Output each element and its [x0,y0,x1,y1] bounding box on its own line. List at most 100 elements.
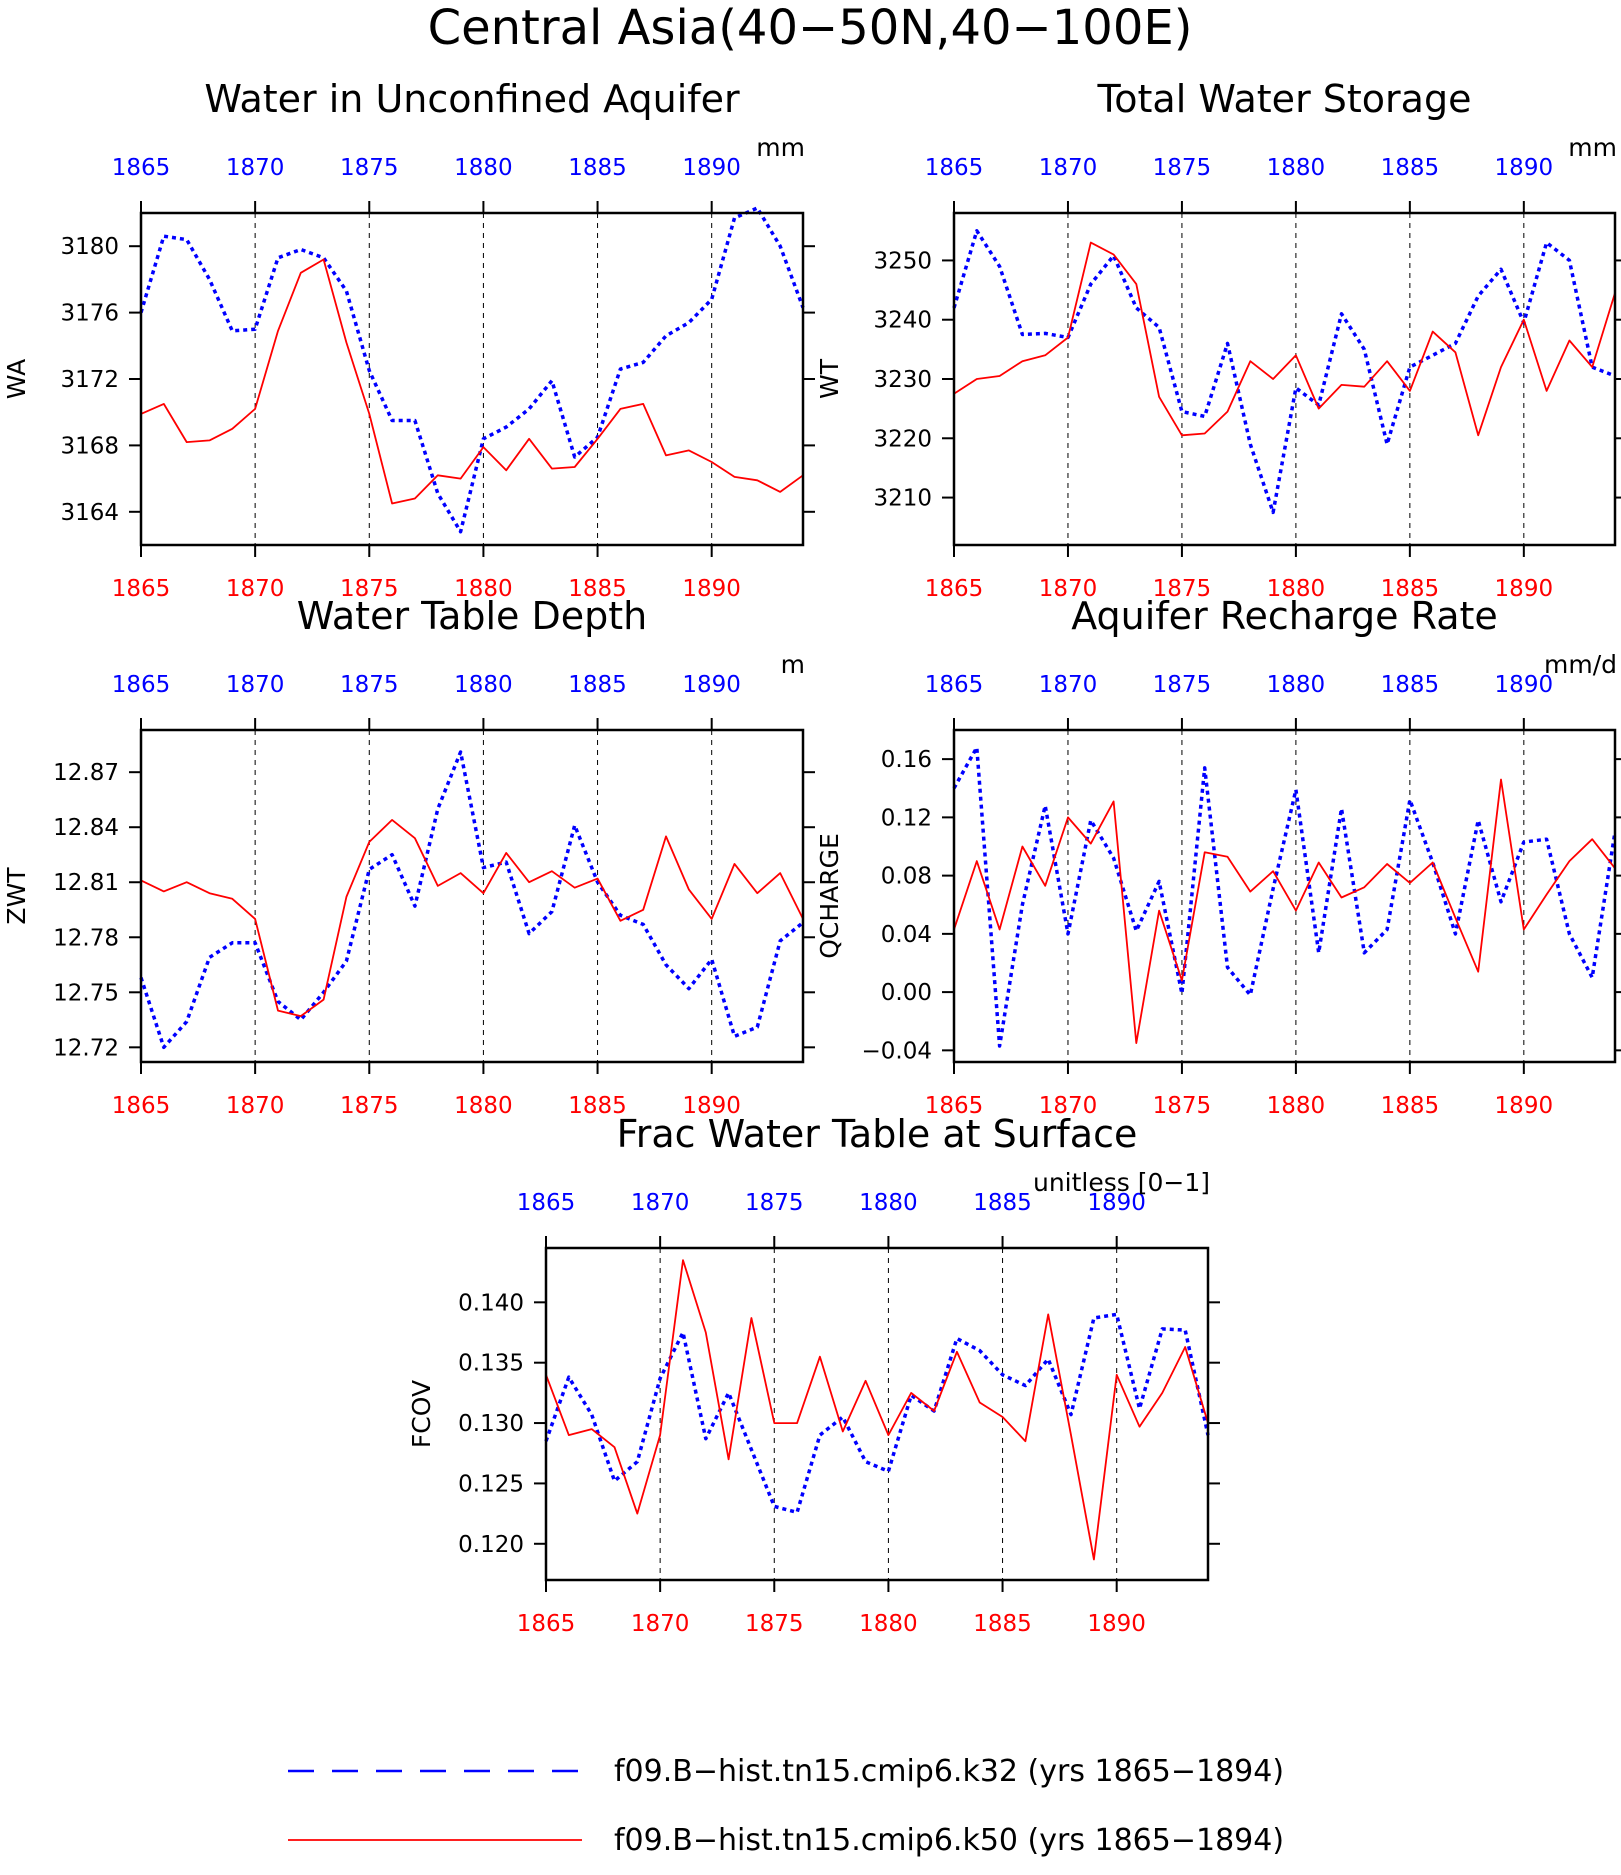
x-tick-label-top: 1890 [1087,1190,1146,1216]
y-tick-label: 0.135 [458,1351,524,1377]
panel-wt: 1865 1865 1870 1870 1875 1875 1880 1880 1885 1885… [815,77,1621,602]
x-tick-label-top: 1870 [226,155,285,181]
y-tick-label: 3168 [60,433,119,459]
panel-zwt: 1865 1865 1870 1870 1875 1875 1880 1880 1885 1885… [2,594,815,1119]
x-tick-label-bottom: 1875 [1153,1093,1212,1119]
series-line-wt-k32 [952,229,1616,515]
panel-title-qcharge: Aquifer Recharge Rate [1071,594,1498,638]
y-tick-label: 12.84 [53,815,119,841]
y-tick-label: 3230 [873,367,932,393]
x-tick-label-bottom: 1885 [973,1611,1032,1637]
panel-title-wa: Water in Unconfined Aquifer [204,77,740,121]
units-label-wa: mm [756,133,805,162]
x-tick-label-bottom: 1875 [340,576,399,602]
x-tick-label-bottom: 1885 [1381,1093,1440,1119]
y-tick-label: 3172 [60,367,119,393]
x-tick-label-top: 1865 [517,1190,576,1216]
y-axis-label-zwt: ZWT [2,867,31,925]
x-tick-label-top: 1885 [973,1190,1032,1216]
legend-label-k32: f09.B−hist.tn15.cmip6.k32 (yrs 1865−1894… [614,1754,1284,1789]
x-tick-label-bottom: 1880 [1267,576,1326,602]
y-tick-label: 0.08 [881,864,932,890]
series-line-fcov-k50 [545,1259,1209,1561]
x-tick-label-bottom: 1890 [1495,576,1554,602]
panels-group: 1865 1865 1870 1870 1875 1875 1880 1880 1885 1885… [2,77,1621,1637]
series-line-fcov-k32 [544,1312,1210,1515]
y-tick-label: 0.125 [458,1471,524,1497]
plot-frame-fcov [544,1246,1210,1582]
x-tick-label-bottom: 1885 [568,1093,627,1119]
panel-wa: 1865 1865 1870 1870 1875 1875 1880 1880 1885 1885… [2,77,815,602]
x-tick-label-bottom: 1875 [1153,576,1212,602]
y-tick-label: 3250 [873,248,932,274]
x-tick-label-top: 1890 [682,672,741,698]
x-tick-label-top: 1890 [1495,672,1554,698]
series-line-zwt-k32 [139,750,805,1050]
panel-title-fcov: Frac Water Table at Surface [617,1112,1138,1156]
x-tick-label-bottom: 1865 [925,1093,984,1119]
y-tick-label: 12.81 [53,870,119,896]
x-tick-label-top: 1885 [568,155,627,181]
series-line-zwt-k50 [140,819,804,1017]
x-tick-label-bottom: 1870 [226,576,285,602]
x-tick-label-bottom: 1880 [1267,1093,1326,1119]
x-tick-label-bottom: 1885 [568,576,627,602]
x-tick-label-top: 1890 [1495,155,1554,181]
y-axis-label-fcov: FCOV [407,1380,436,1448]
x-tick-label-top: 1870 [226,672,285,698]
x-tick-label-bottom: 1890 [682,576,741,602]
panel-qcharge: 1865 1865 1870 1870 1875 1875 1880 1880 1885 1885… [815,594,1621,1119]
x-tick-label-top: 1890 [682,155,741,181]
x-tick-label-bottom: 1865 [517,1611,576,1637]
units-label-qcharge: mm/d [1544,650,1617,679]
y-axis-label-wt: WT [815,358,844,399]
x-tick-label-top: 1870 [1039,672,1098,698]
plot-frame-zwt [139,728,805,1064]
legend: f09.B−hist.tn15.cmip6.k32 (yrs 1865−1894… [288,1754,1284,1858]
x-tick-label-top: 1870 [631,1190,690,1216]
y-tick-label: 3164 [60,500,119,526]
x-tick-label-top: 1880 [454,672,513,698]
x-tick-label-bottom: 1875 [340,1093,399,1119]
x-tick-label-top: 1885 [568,672,627,698]
x-tick-label-top: 1865 [112,672,171,698]
y-tick-label: 0.00 [881,980,932,1006]
x-tick-label-top: 1875 [340,672,399,698]
x-tick-label-bottom: 1890 [1495,1093,1554,1119]
plot-frame-wa [139,211,805,547]
series-line-wt-k50 [953,241,1616,437]
panel-title-zwt: Water Table Depth [297,594,648,638]
figure-title: Central Asia(40−50N,40−100E) [428,0,1193,56]
x-tick-label-bottom: 1865 [112,576,171,602]
y-tick-label: 3176 [60,301,119,327]
units-label-fcov: unitless [0−1] [1033,1168,1210,1197]
x-tick-label-top: 1875 [1153,155,1212,181]
x-tick-label-top: 1885 [1381,672,1440,698]
series-line-qcharge-k50 [953,778,1616,1044]
y-tick-label: 0.140 [458,1290,524,1316]
y-tick-label: 0.04 [881,922,932,948]
x-tick-label-top: 1865 [112,155,171,181]
x-tick-label-bottom: 1865 [925,576,984,602]
x-tick-label-bottom: 1870 [226,1093,285,1119]
y-tick-label: 3210 [873,486,932,512]
plot-frame-wt [952,211,1617,547]
y-tick-label: 12.78 [53,925,119,951]
x-tick-label-top: 1865 [925,155,984,181]
y-axis-label-wa: WA [2,359,31,399]
x-tick-label-bottom: 1890 [682,1093,741,1119]
x-tick-label-top: 1880 [1267,672,1326,698]
y-tick-label: 0.16 [881,747,932,773]
x-tick-label-bottom: 1880 [859,1611,918,1637]
x-tick-label-top: 1865 [925,672,984,698]
y-tick-label: 12.75 [53,980,119,1006]
x-tick-label-top: 1870 [1039,155,1098,181]
x-tick-label-bottom: 1880 [454,576,513,602]
panel-fcov: 1865 1865 1870 1870 1875 1875 1880 1880 1885 1885… [407,1112,1220,1637]
x-tick-label-top: 1875 [1153,672,1212,698]
x-tick-label-bottom: 1890 [1087,1611,1146,1637]
x-tick-label-top: 1875 [340,155,399,181]
y-tick-label: 3180 [60,234,119,260]
units-label-wt: mm [1568,133,1617,162]
